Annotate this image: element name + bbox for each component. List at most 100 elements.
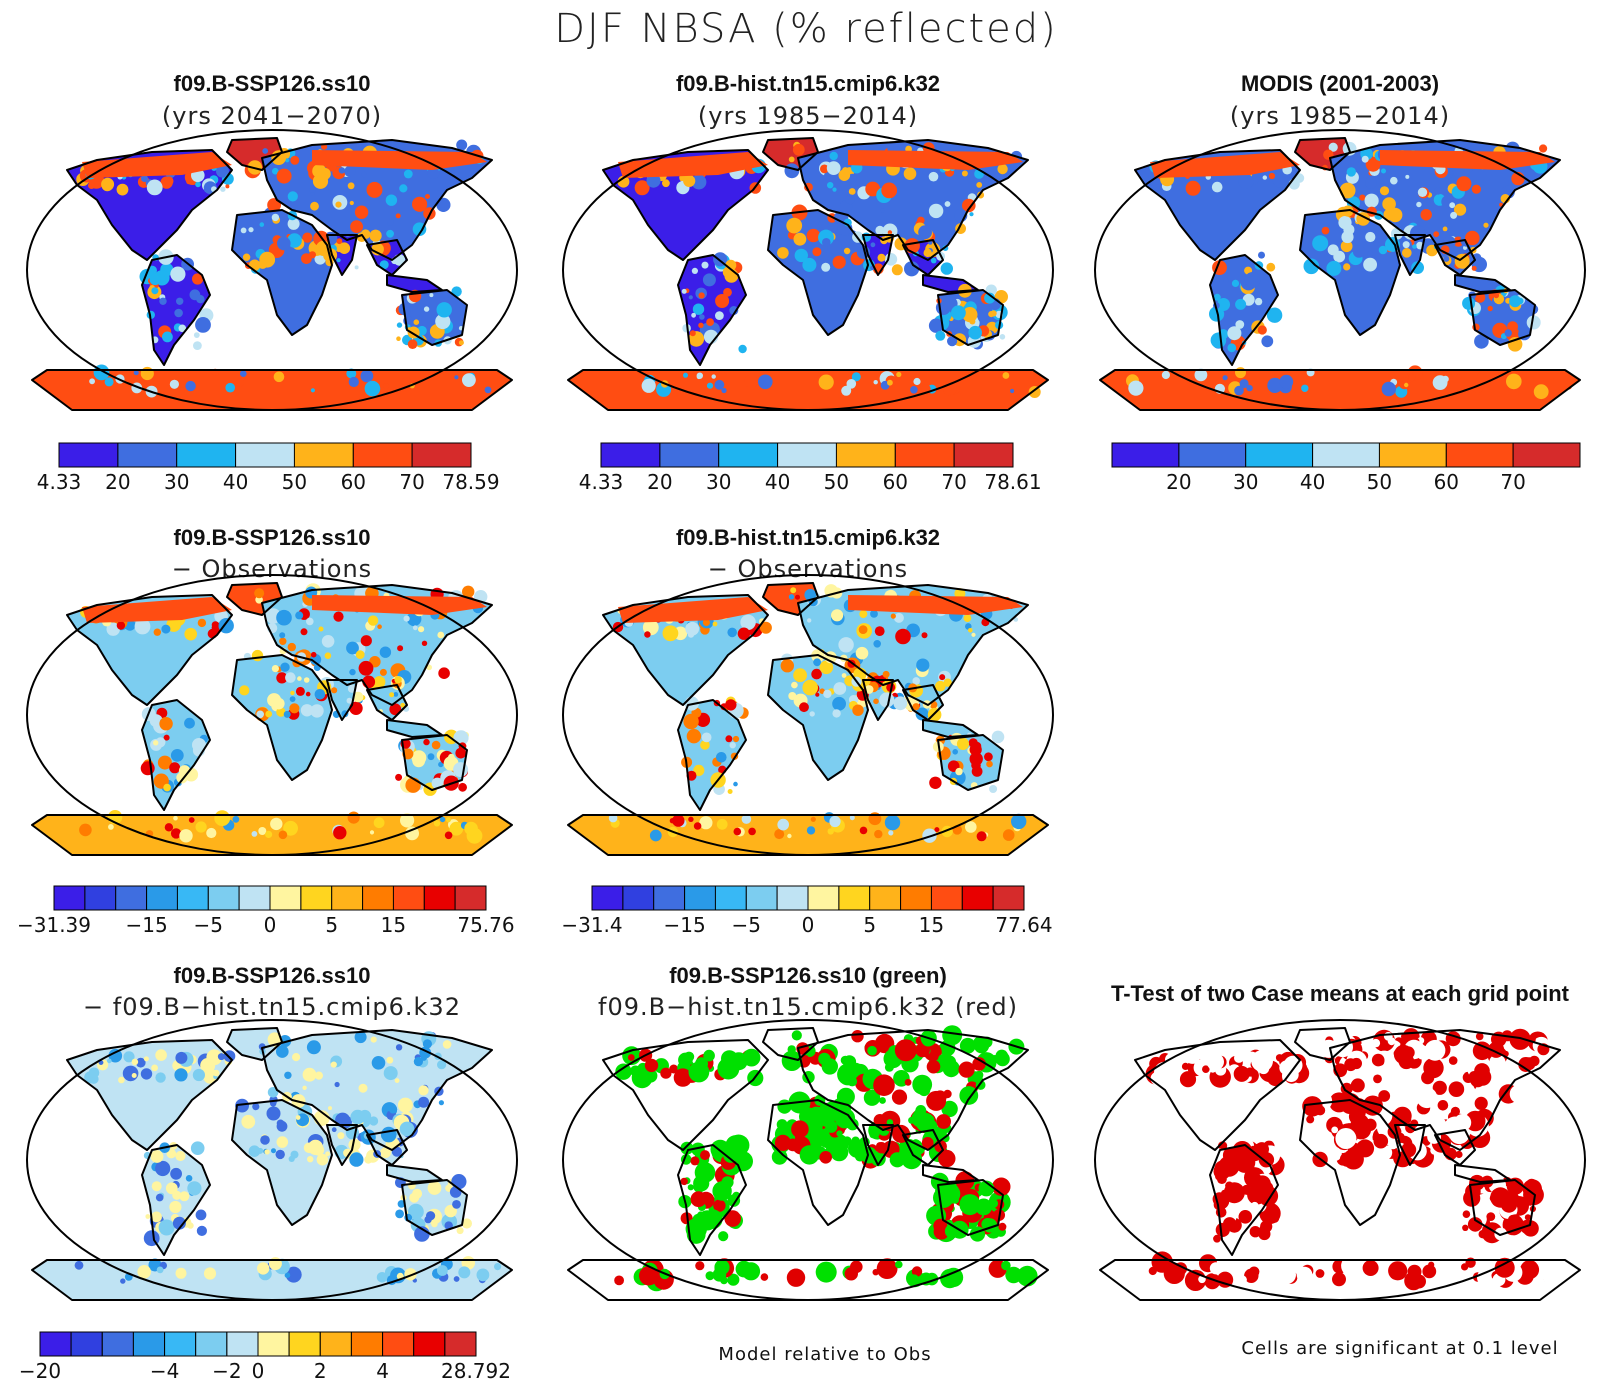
field-blob (437, 1060, 447, 1070)
colorbar-tick-label: 40 (765, 470, 790, 494)
field-blob (310, 201, 319, 211)
field-blob (1213, 1162, 1231, 1180)
field-blob (1381, 381, 1396, 397)
colorbar-tick-label: −15 (125, 913, 167, 937)
field-blob (206, 827, 217, 839)
field-blob (437, 631, 445, 639)
africa-region (768, 210, 868, 335)
field-blob (685, 1218, 707, 1240)
arctic-band (618, 597, 768, 623)
field-blob (725, 735, 733, 743)
field-blob (818, 374, 834, 390)
field-blob (1327, 244, 1339, 256)
colorbar-tick-label: 15 (381, 913, 406, 937)
field-blob (692, 303, 705, 315)
coastline (261, 584, 493, 706)
field-blob (394, 1078, 400, 1083)
colorbar-tick-label: 0 (252, 1359, 265, 1380)
colorbar-swatch (869, 885, 902, 911)
field-blob (809, 711, 815, 717)
field-blob (1462, 296, 1476, 310)
field-blob (295, 611, 304, 620)
colorbar-tick-label: 40 (223, 470, 248, 494)
field-blob (169, 762, 181, 774)
field-blob (279, 632, 286, 639)
field-blob (915, 1112, 935, 1132)
field-blob (346, 697, 353, 704)
africa-region (232, 210, 332, 335)
field-blob (240, 370, 247, 377)
arctic-band (312, 150, 487, 170)
field-blob (140, 761, 155, 776)
field-blob (1153, 184, 1160, 191)
field-blob (331, 1127, 337, 1133)
field-blob (445, 817, 451, 823)
field-blob (893, 612, 904, 623)
coastline (767, 654, 869, 781)
field-blob (307, 1156, 314, 1163)
field-blob (257, 1262, 270, 1275)
field-blob (1378, 245, 1388, 255)
field-blob (297, 676, 302, 681)
field-blob (799, 702, 809, 713)
field-blob (1382, 197, 1396, 211)
field-blob (412, 222, 427, 236)
field-blob (804, 1116, 823, 1135)
field-blob (882, 670, 890, 678)
field-blob (386, 229, 394, 238)
field-blob (1504, 329, 1512, 337)
coastline (922, 719, 979, 738)
colorbar-swatch (101, 1331, 134, 1357)
field-blob (214, 810, 231, 827)
field-blob (407, 339, 418, 349)
field-blob (107, 1058, 112, 1064)
field-blob (790, 587, 797, 594)
field-blob (827, 182, 834, 189)
field-blob (923, 248, 932, 258)
field-blob (290, 155, 300, 165)
field-blob (847, 1076, 858, 1087)
field-blob (1266, 307, 1283, 323)
field-blob (1422, 1264, 1437, 1279)
field-blob (265, 830, 273, 838)
field-blob (977, 310, 990, 323)
field-blob (792, 143, 805, 156)
coastline (1294, 137, 1351, 171)
field-blob (88, 1067, 100, 1079)
field-blob (314, 253, 326, 265)
field-blob (271, 1148, 276, 1154)
field-blob (781, 1050, 803, 1071)
field-blob (369, 229, 382, 242)
field-blob (833, 682, 847, 695)
field-blob (174, 1068, 188, 1082)
field-blob (1272, 172, 1288, 188)
coastline (762, 582, 819, 616)
field-blob (143, 1056, 149, 1062)
field-blob (164, 823, 174, 832)
field-blob (1306, 1115, 1315, 1124)
field-blob (140, 1068, 153, 1080)
field-blob (360, 369, 374, 383)
field-blob (901, 1148, 922, 1170)
coastline (401, 734, 468, 791)
field-blob (358, 1083, 368, 1093)
field-blob (1270, 1213, 1280, 1223)
field-blob (1233, 1065, 1250, 1082)
field-blob (851, 1030, 864, 1043)
field-blob (947, 336, 958, 347)
field-blob (959, 1194, 981, 1216)
antarctica-region (32, 370, 512, 410)
arctic-band (82, 597, 232, 623)
field-blob (1319, 1039, 1338, 1058)
field-blob (875, 1142, 888, 1154)
field-blob (874, 626, 885, 636)
namerica-region (603, 150, 768, 260)
field-blob (178, 387, 185, 394)
field-blob (456, 139, 468, 151)
field-blob (954, 588, 966, 600)
field-blob (1454, 253, 1470, 269)
field-blob (423, 306, 430, 312)
panel-subtitle: − Observations (708, 555, 908, 583)
field-blob (1417, 187, 1428, 197)
field-blob (251, 831, 258, 837)
